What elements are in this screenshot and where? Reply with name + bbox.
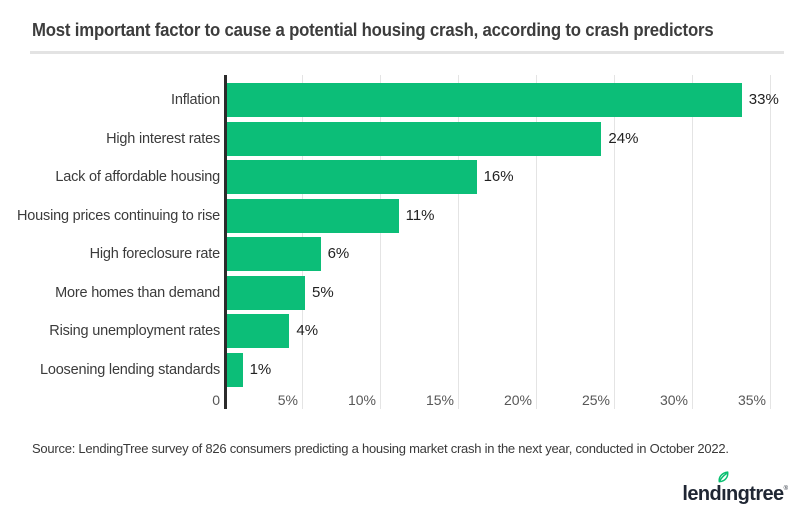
bar bbox=[227, 352, 243, 387]
category-label: Inflation bbox=[171, 92, 220, 108]
bar bbox=[227, 275, 305, 310]
gridline bbox=[770, 75, 771, 409]
chart-title: Most important factor to cause a potenti… bbox=[32, 20, 714, 40]
category-label: Rising unemployment rates bbox=[49, 323, 220, 339]
gridline bbox=[692, 75, 693, 409]
title-divider bbox=[30, 51, 784, 54]
gridline bbox=[458, 75, 459, 409]
value-label: 4% bbox=[296, 322, 319, 339]
x-tick-label: 30% bbox=[659, 392, 688, 408]
value-label: 6% bbox=[327, 245, 350, 262]
x-tick-label: 10% bbox=[347, 392, 376, 408]
leaf-icon bbox=[718, 471, 729, 483]
x-tick-label: 25% bbox=[581, 392, 610, 408]
bar bbox=[227, 121, 602, 156]
logo-text-prefix: lend bbox=[682, 483, 722, 505]
value-label: 1% bbox=[249, 360, 272, 378]
gridline bbox=[614, 75, 615, 409]
bar bbox=[227, 314, 290, 348]
category-label: More homes than demand bbox=[55, 284, 220, 301]
x-tick-label: 35% bbox=[737, 392, 766, 408]
logo-text-suffix: ngtree bbox=[726, 483, 784, 505]
x-tick-label: 15% bbox=[425, 392, 454, 408]
gridline bbox=[380, 75, 381, 409]
value-label: 5% bbox=[312, 283, 334, 301]
category-label: High foreclosure rate bbox=[89, 246, 221, 262]
y-axis-line bbox=[224, 75, 227, 409]
category-label: Housing prices continuing to rise bbox=[17, 207, 220, 224]
source-note: Source: LendingTree survey of 826 consum… bbox=[32, 441, 729, 456]
value-label: 33% bbox=[748, 91, 779, 108]
logo-letter-i: ı bbox=[718, 471, 729, 506]
category-label: Lack of affordable housing bbox=[55, 169, 220, 185]
x-tick-label: 0 bbox=[212, 392, 220, 408]
x-tick-label: 20% bbox=[503, 392, 532, 408]
bar bbox=[227, 83, 742, 117]
x-tick-label: 5% bbox=[277, 392, 298, 408]
bar bbox=[227, 198, 399, 233]
lendingtree-logo: lend ıngtree® bbox=[682, 471, 788, 506]
registered-mark: ® bbox=[783, 486, 788, 492]
gridline bbox=[536, 75, 537, 409]
value-label: 16% bbox=[483, 168, 514, 185]
bar bbox=[227, 160, 477, 194]
value-label: 11% bbox=[405, 206, 435, 224]
category-label: High interest rates bbox=[106, 130, 220, 147]
category-label: Loosening lending standards bbox=[39, 361, 220, 378]
value-label: 24% bbox=[608, 129, 639, 147]
bar bbox=[227, 237, 321, 271]
bar-chart: 0 5% 10% 15% 20% 25% 30% 35% Inflation 33% High in… bbox=[0, 70, 800, 420]
